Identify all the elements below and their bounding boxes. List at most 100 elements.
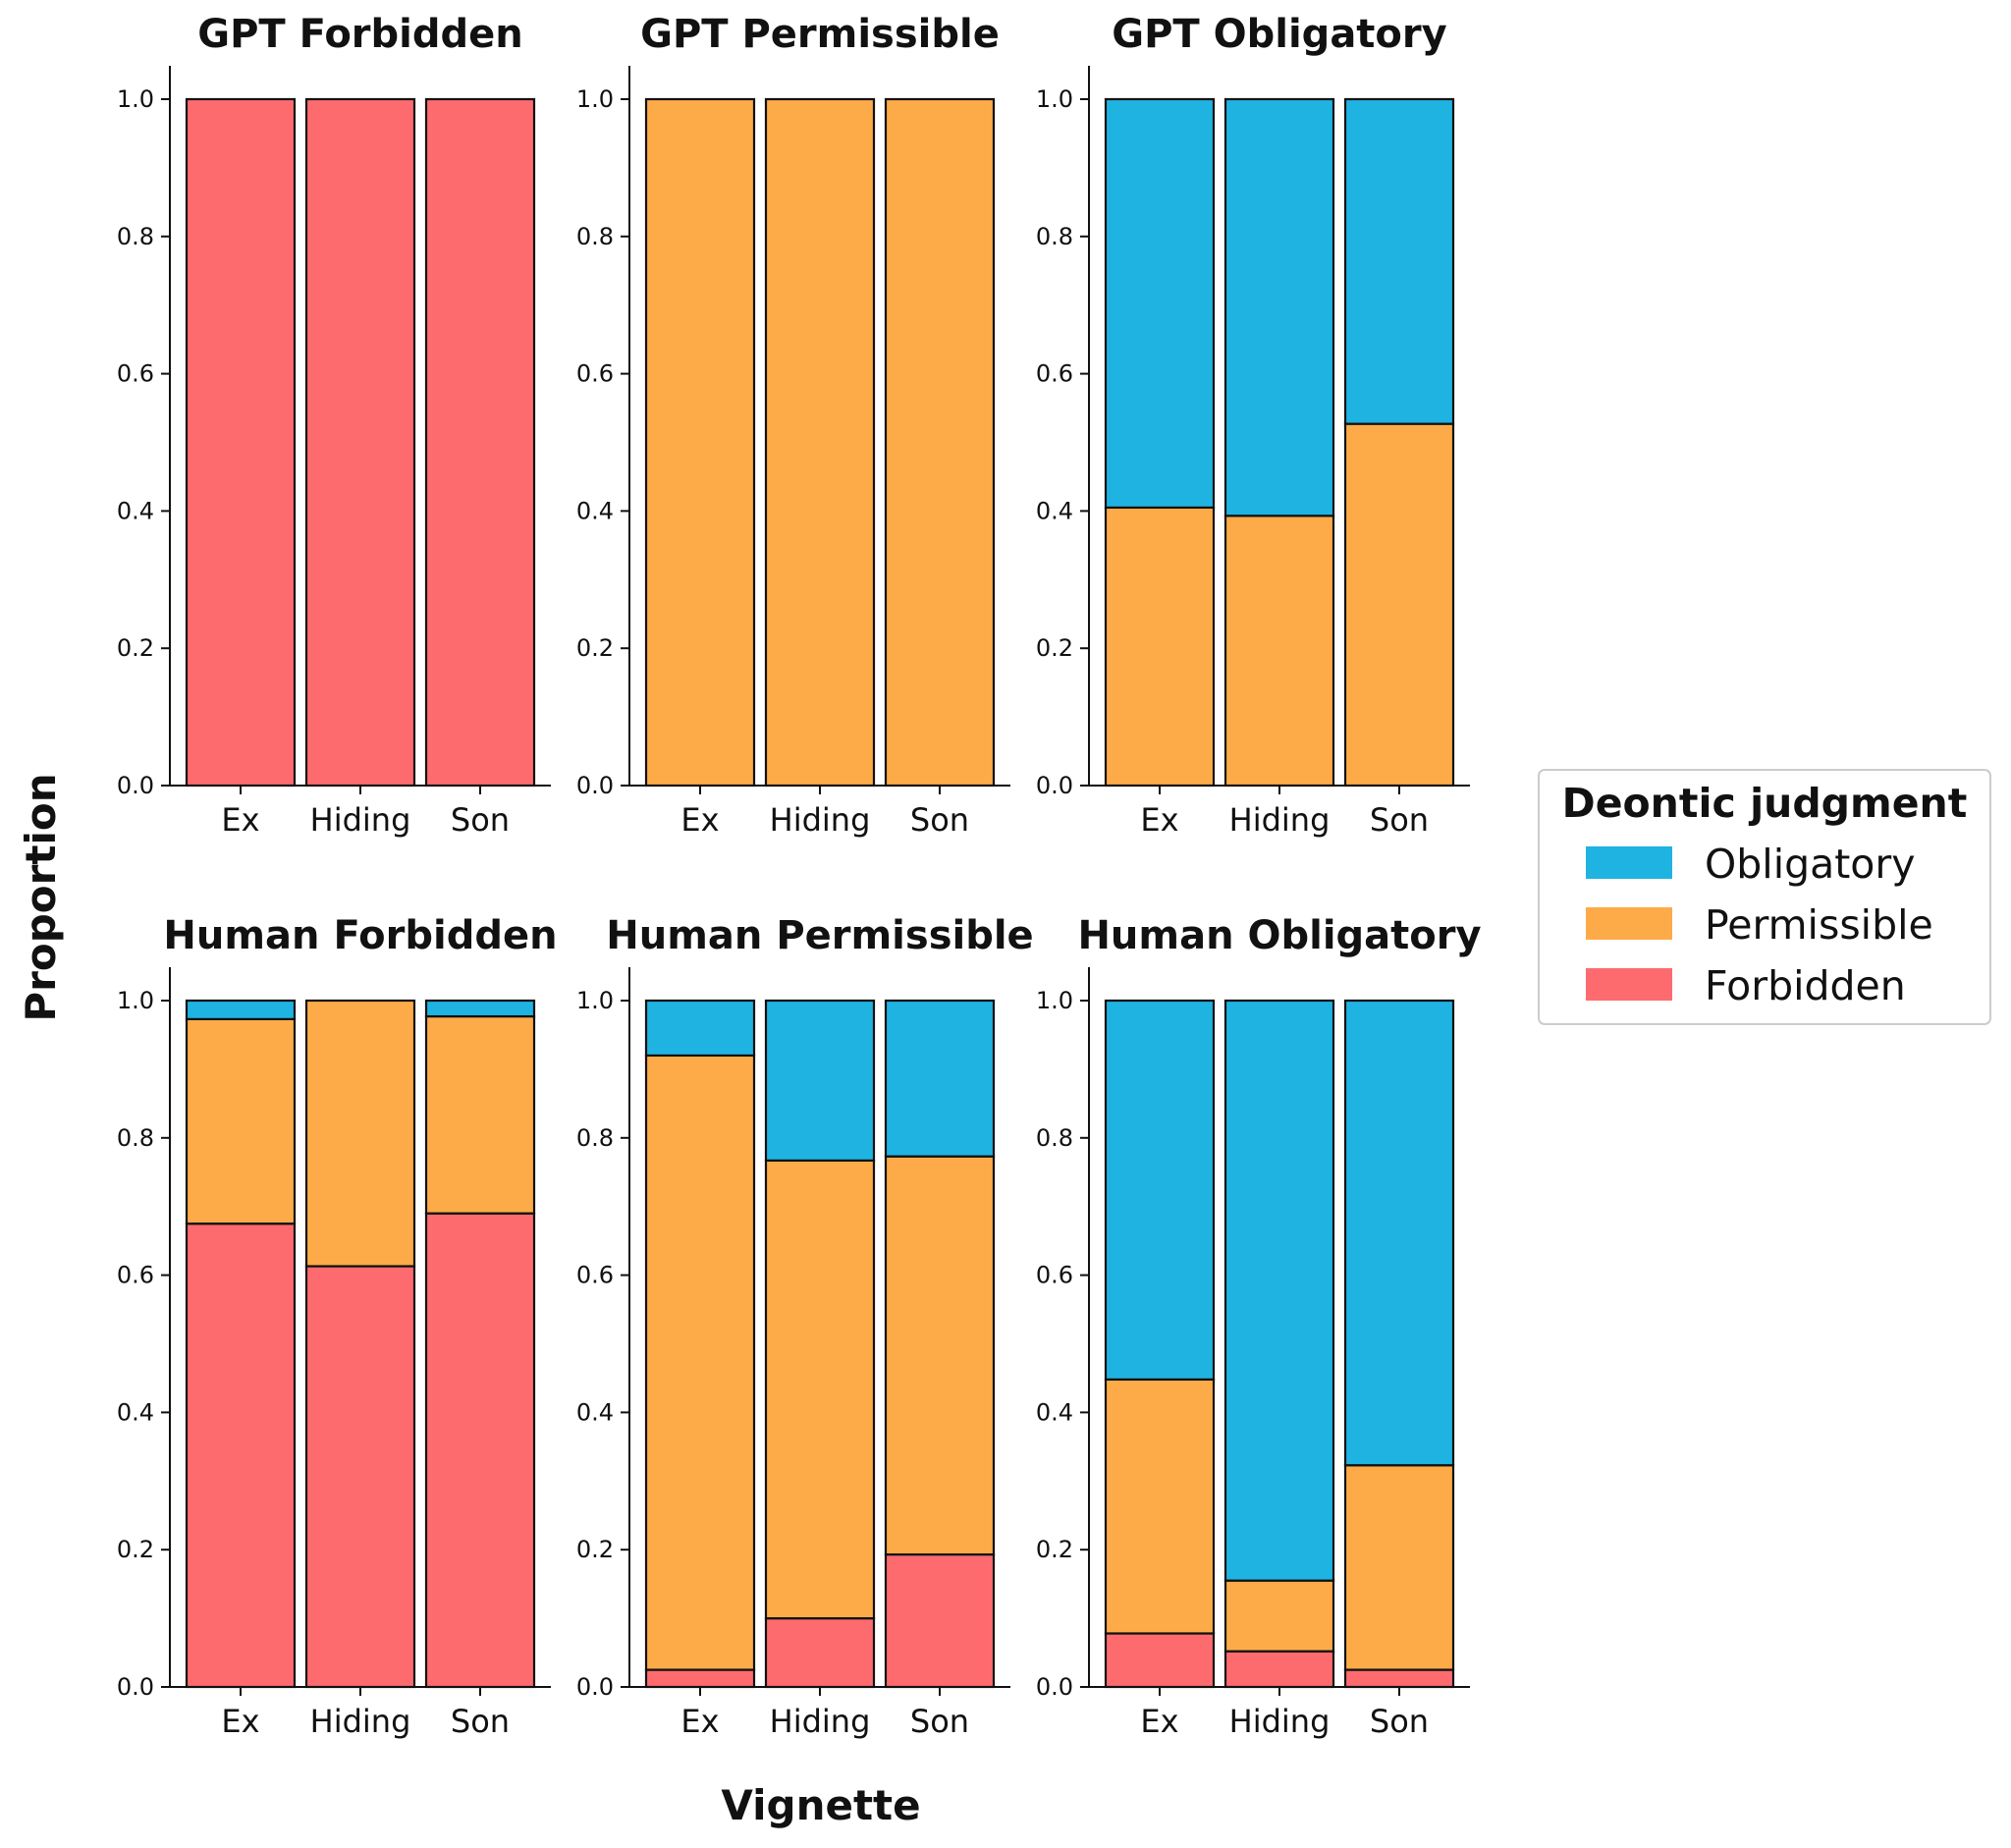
y-tick-label: 1.0 — [1036, 987, 1073, 1014]
y-tick-label: 0.8 — [576, 223, 614, 250]
bar-segment-obligatory-ex — [185, 999, 297, 1020]
bar-segment-permissible-son — [1343, 422, 1455, 788]
panel-human-forbidden: Human Forbidden 0.0 0.2 0.4 0.6 0.8 1.0 Ex Hidin… — [117, 913, 558, 1740]
panel-gpt-obligatory: GPT Obligatory 0.0 0.2 0.4 0.6 0.8 1.0 Ex Hiding… — [1036, 12, 1470, 839]
x-tick-label: Hiding — [770, 1703, 871, 1740]
y-tick-label: 0.0 — [1036, 1673, 1073, 1701]
x-tick-label: Hiding — [310, 1703, 411, 1740]
x-tick-label: Hiding — [1229, 801, 1331, 839]
y-tick-label: 0.2 — [576, 1536, 614, 1563]
y-tick-label: 0.2 — [1036, 634, 1073, 662]
bar-segment-permissible-son — [424, 1014, 536, 1215]
bar-segment-forbidden-son — [1343, 1668, 1455, 1689]
bar-segment-forbidden-son — [884, 1552, 996, 1689]
bar-segment-obligatory-son — [1343, 999, 1455, 1467]
bar-segment-permissible-son — [1343, 1464, 1455, 1671]
chart-panels: GPT Forbidden 0.0 0.2 0.4 0.6 0.8 1.0 Ex Hiding S… — [117, 12, 1482, 1740]
panel-title: Human Forbidden — [163, 913, 557, 958]
panel-title: GPT Forbidden — [197, 12, 522, 57]
panel-human-permissible: Human Permissible 0.0 0.2 0.4 0.6 0.8 1.0 Ex Hid… — [576, 913, 1034, 1740]
x-tick-label: Son — [910, 1703, 969, 1740]
bar-segment-permissible-ex — [644, 97, 756, 788]
bar-segment-permissible-hiding — [764, 1159, 876, 1620]
bar-segment-permissible-son — [884, 97, 996, 788]
x-tick-label: Son — [1370, 1703, 1429, 1740]
bar-segment-obligatory-hiding — [1223, 97, 1335, 517]
legend-swatch-permissible — [1586, 907, 1672, 940]
x-tick-label: Son — [1370, 801, 1429, 839]
x-axis-label: Vignette — [721, 1781, 920, 1829]
y-tick-label: 0.6 — [576, 360, 614, 388]
y-tick-label: 0.6 — [576, 1262, 614, 1289]
x-tick-label: Ex — [1140, 1703, 1178, 1740]
legend-items: Obligatory Permissible Forbidden — [1586, 841, 1933, 1009]
y-tick-label: 1.0 — [576, 85, 614, 113]
x-tick-label: Ex — [680, 801, 719, 839]
y-tick-label: 0.4 — [576, 497, 614, 524]
y-tick-label: 0.0 — [117, 1673, 154, 1701]
bar-segment-obligatory-son — [424, 999, 536, 1018]
y-tick-label: 0.0 — [576, 772, 614, 799]
bar-segment-forbidden-ex — [185, 1223, 297, 1689]
panel-title: GPT Permissible — [640, 12, 1000, 57]
y-axis-label: Proportion — [17, 773, 65, 1021]
panel-title: Human Permissible — [606, 913, 1033, 958]
y-tick-label: 0.6 — [117, 1262, 154, 1289]
y-tick-label: 0.0 — [1036, 772, 1073, 799]
bar-segment-permissible-hiding — [1223, 515, 1335, 788]
bar-segment-forbidden-son — [424, 1212, 536, 1689]
y-tick-label: 1.0 — [117, 987, 154, 1014]
bar-segment-permissible-ex — [1104, 506, 1216, 788]
y-tick-label: 0.4 — [117, 497, 154, 524]
x-tick-label: Son — [451, 1703, 510, 1740]
legend-swatch-forbidden — [1586, 968, 1672, 1001]
panel-title: GPT Obligatory — [1112, 12, 1446, 57]
bar-segment-obligatory-ex — [1104, 999, 1216, 1381]
legend-title: Deontic judgment — [1562, 780, 1968, 827]
y-tick-label: 0.0 — [576, 1673, 614, 1701]
x-tick-label: Son — [451, 801, 510, 839]
y-tick-label: 1.0 — [117, 85, 154, 113]
x-tick-label: Ex — [221, 801, 259, 839]
y-tick-label: 0.2 — [117, 634, 154, 662]
bar-segment-permissible-hiding — [764, 97, 876, 788]
y-tick-label: 0.2 — [1036, 1536, 1073, 1563]
y-tick-label: 0.4 — [1036, 497, 1073, 524]
bar-segment-forbidden-hiding — [1223, 1650, 1335, 1689]
y-tick-label: 0.6 — [1036, 360, 1073, 388]
bar-segment-forbidden-ex — [644, 1668, 756, 1689]
legend-label-permissible: Permissible — [1705, 901, 1933, 949]
bar-segment-permissible-hiding — [1223, 1579, 1335, 1653]
bar-segment-obligatory-hiding — [1223, 999, 1335, 1582]
panel-gpt-forbidden: GPT Forbidden 0.0 0.2 0.4 0.6 0.8 1.0 Ex Hiding S… — [117, 12, 551, 839]
bar-segment-obligatory-ex — [1104, 97, 1216, 510]
x-tick-label: Ex — [680, 1703, 719, 1740]
y-tick-label: 0.0 — [117, 772, 154, 799]
legend-swatch-obligatory — [1586, 846, 1672, 879]
bar-segment-permissible-ex — [185, 1017, 297, 1225]
panel-human-obligatory: Human Obligatory 0.0 0.2 0.4 0.6 0.8 1.0 Ex Hidi… — [1036, 913, 1482, 1740]
bar-segment-forbidden-hiding — [304, 97, 416, 788]
legend-label-forbidden: Forbidden — [1705, 962, 1906, 1009]
bar-segment-permissible-ex — [1104, 1378, 1216, 1635]
x-tick-label: Son — [910, 801, 969, 839]
y-tick-label: 0.8 — [117, 1124, 154, 1152]
bar-segment-forbidden-ex — [185, 97, 297, 788]
y-tick-label: 0.4 — [1036, 1398, 1073, 1426]
legend: Deontic judgment Obligatory Permissible Fo… — [1538, 769, 1991, 1025]
x-tick-label: Hiding — [1229, 1703, 1331, 1740]
y-tick-label: 0.8 — [1036, 223, 1073, 250]
bar-segment-obligatory-son — [884, 999, 996, 1158]
y-tick-label: 0.6 — [1036, 1262, 1073, 1289]
bar-segment-forbidden-ex — [1104, 1632, 1216, 1689]
x-tick-label: Hiding — [310, 801, 411, 839]
y-tick-label: 1.0 — [576, 987, 614, 1014]
y-tick-label: 1.0 — [1036, 85, 1073, 113]
bar-segment-permissible-ex — [644, 1054, 756, 1671]
bar-segment-obligatory-son — [1343, 97, 1455, 425]
bar-segment-forbidden-hiding — [304, 1265, 416, 1689]
bar-segment-forbidden-son — [424, 97, 536, 788]
y-tick-label: 0.2 — [117, 1536, 154, 1563]
panel-gpt-permissible: GPT Permissible 0.0 0.2 0.4 0.6 0.8 1.0 Ex Hidin… — [576, 12, 1010, 839]
